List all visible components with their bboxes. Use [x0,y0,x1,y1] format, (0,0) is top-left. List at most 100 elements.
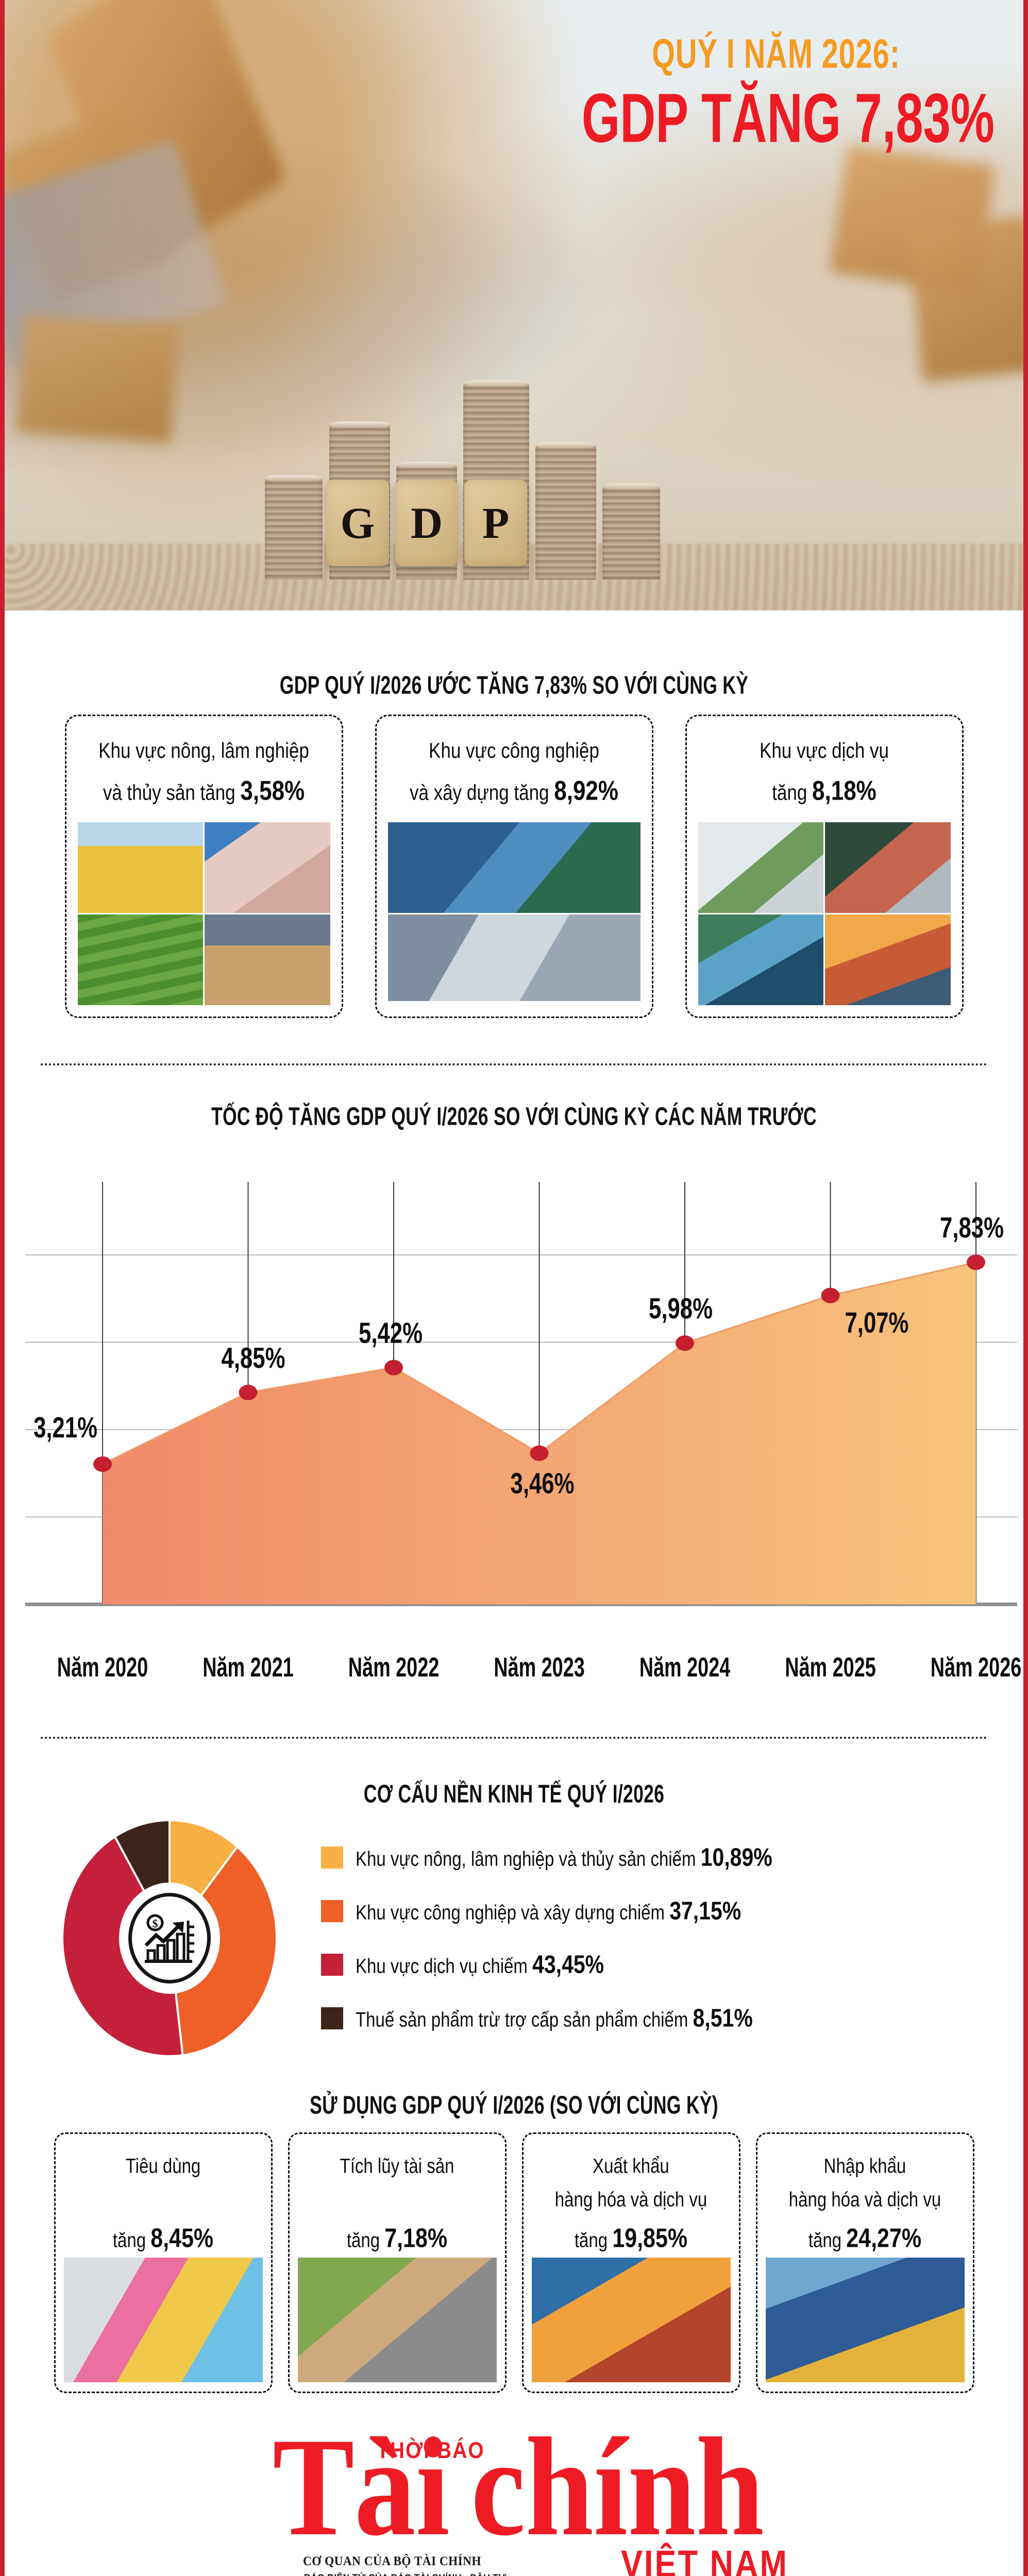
growth-chart-svg: 3,21% 4,85% 5,42% 3,46% 5,98% 7,07% 7,83% Năm 2… [25,1181,1021,1683]
hero-banner: G D P QUÝ I NĂM 2026: GDP TĂNG 7,83% [5,0,1023,611]
svg-text:$: $ [153,1917,158,1930]
sector-photo-grid [77,822,330,1005]
sector-line1: Khu vực dịch vụ [759,738,889,763]
usage-card-text: Xuất khẩu hàng hóa và dịch vụ tăng 19,85… [555,2149,707,2261]
usage-card-accumulation: Tích lũy tài sản tăng 7,18% [288,2132,507,2393]
legend-item-industry: Khu vực công nghiệp và xây dựng chiếm 37… [321,1897,772,1926]
sector-photo-grid [698,822,951,1005]
photo-savings-jars [297,2257,497,2382]
usage-line3: tăng [112,2228,151,2251]
usage-card-export: Xuất khẩu hàng hóa và dịch vụ tăng 19,85… [521,2132,740,2393]
chart-x-label: Năm 2021 [203,1652,293,1683]
chart-x-label: Năm 2025 [785,1652,875,1683]
gdp-block-g: G [326,480,389,566]
usage-card-text: Tiêu dùng tăng 8,45% [113,2149,213,2261]
sector-card-services: Khu vực dịch vụ tăng 8,18% [685,715,964,1018]
legend-label-services: Khu vực dịch vụ chiếm 43,45% [356,1951,604,1979]
donut-center: $ [119,1882,220,1994]
usage-line2: hàng hóa và dịch vụ [554,2188,707,2211]
usage-card-consumption: Tiêu dùng tăng 8,45% [54,2132,273,2393]
usage-value: 19,85% [612,2223,688,2253]
growth-area-chart: 3,21% 4,85% 5,42% 3,46% 5,98% 7,07% 7,83% Năm 2… [5,1146,1023,1731]
masthead-word-tai: Tài [273,2409,450,2565]
photo-construction [387,822,641,913]
sector-card-text: Khu vực dịch vụ tăng 8,18% [760,734,889,813]
gdp-block-d: D [395,480,458,566]
usage-line1: Nhập khẩu [823,2154,906,2177]
hero-title-block: QUÝ I NĂM 2026: GDP TĂNG 7,83% [565,31,995,153]
chart-x-label: Năm 2022 [348,1652,439,1683]
newspaper-masthead: THỜI BÁO Tài chính CƠ QUAN CỦA BỘ TÀI CH… [5,2416,1023,2576]
chart-value-label: 7,07% [845,1306,909,1339]
masthead-subtitle-2: BÁO ĐIỆN TỬ CỦA BÁO TÀI CHÍNH - ĐẦU TƯ [304,2573,507,2576]
legend-text-tax: Thuế sản phẩm trừ trợ cấp sản phẩm chiếm [356,2008,688,2031]
usage-value: 24,27% [846,2223,922,2253]
usage-line2: hàng hóa và dịch vụ [788,2188,941,2211]
legend-value-industry: 37,15% [669,1896,741,1925]
growth-chart-icon: $ [128,1892,211,1984]
usage-card-text: Nhập khẩu hàng hóa và dịch vụ tăng 24,27… [789,2149,941,2261]
sector-line2: và thủy sản tăng [103,780,241,805]
hero-kicker: QUÝ I NĂM 2026: [652,31,900,77]
sectors-title: GDP QUÝ I/2026 ƯỚC TĂNG 7,83% SO VỚI CÙN… [279,671,749,700]
gdp-block-p: P [464,480,527,566]
legend-value-services: 43,45% [532,1950,604,1979]
usage-line1: Tích lũy tài sản [340,2154,454,2177]
sector-card-text: Khu vực nông, lâm nghiệp và thủy sản tăn… [98,734,309,813]
photo-tea [77,914,203,1005]
chart-value-label: 3,46% [511,1467,575,1500]
sector-card-industry: Khu vực công nghiệp và xây dựng tăng 8,9… [375,715,653,1018]
legend-label-industry: Khu vực công nghiệp và xây dựng chiếm 37… [356,1897,741,1926]
photo-import-container [765,2257,965,2382]
usage-line1: Tiêu dùng [125,2154,201,2177]
donut-and-legend: $ [5,1819,1023,2057]
usage-value: 8,45% [150,2223,214,2253]
section-economy-structure: CƠ CẤU NỀN KINH TẾ QUÝ I/2026 $ [5,1739,1023,2057]
separator-2 [41,1736,987,1739]
hero-headline: GDP TĂNG 7,83% [581,79,995,158]
usage-card-list: Tiêu dùng tăng 8,45% Tích lũy tài sản tă… [5,2132,1023,2393]
legend-value-tax: 8,51% [693,2004,753,2032]
photo-travel [698,914,823,1005]
sector-card-agriculture: Khu vực nông, lâm nghiệp và thủy sản tăn… [64,715,343,1018]
chart-title: TỐC ĐỘ TĂNG GDP QUÝ I/2026 SO VỚI CÙNG K… [211,1102,817,1131]
usage-line1: Xuất khẩu [593,2154,669,2177]
chart-x-label: Năm 2023 [494,1652,584,1683]
sector-value: 8,18% [812,775,877,806]
chart-x-label: Năm 2026 [931,1652,1021,1683]
photo-rice [77,822,203,913]
usage-line3: tăng [346,2228,385,2251]
chart-arrow-icon: $ [144,1914,194,1963]
donut-slice [168,1845,278,2057]
structure-legend: Khu vực nông, lâm nghiệp và thủy sản chi… [321,1843,772,2032]
usage-line3: tăng [808,2228,847,2251]
sector-line1: Khu vực công nghiệp [429,738,599,763]
chart-value-label: 3,21% [33,1411,97,1444]
masthead-country: VIỆT NAM [621,2543,789,2576]
chart-x-label: Năm 2020 [57,1652,148,1683]
legend-label-agriculture: Khu vực nông, lâm nghiệp và thủy sản chi… [356,1843,772,1872]
legend-swatch-services [321,1954,343,1976]
usage-value: 7,18% [384,2223,448,2253]
chart-value-label: 5,42% [359,1316,423,1349]
photo-factory [387,914,641,1001]
masthead-subtitle-1: CƠ QUAN CỦA BỘ TÀI CHÍNH [303,2554,481,2568]
legend-text-services: Khu vực dịch vụ chiếm [356,1955,528,1978]
structure-title: CƠ CẤU NỀN KINH TẾ QUÝ I/2026 [363,1780,665,1808]
usage-title: SỬ DỤNG GDP QUÝ I/2026 (SO VỚI CÙNG KỲ) [310,2091,718,2120]
section-gdp-usage: SỬ DỤNG GDP QUÝ I/2026 (SO VỚI CÙNG KỲ) … [5,2057,1023,2393]
structure-donut-chart: $ [61,1819,278,2057]
masthead-word-chinh: chính [471,2409,764,2565]
photo-wood [205,914,330,1005]
photo-logistics [825,914,951,1005]
legend-item-tax: Thuế sản phẩm trừ trợ cấp sản phẩm chiếm… [321,2004,772,2032]
chart-value-label: 4,85% [222,1341,285,1374]
photo-classroom [825,822,951,913]
legend-swatch-agriculture [321,1846,343,1869]
chart-value-label: 7,83% [940,1211,1004,1244]
photo-export-port [531,2257,731,2382]
usage-card-import: Nhập khẩu hàng hóa và dịch vụ tăng 24,27… [755,2132,974,2393]
legend-value-agriculture: 10,89% [700,1843,772,1872]
photo-fish [205,822,330,913]
